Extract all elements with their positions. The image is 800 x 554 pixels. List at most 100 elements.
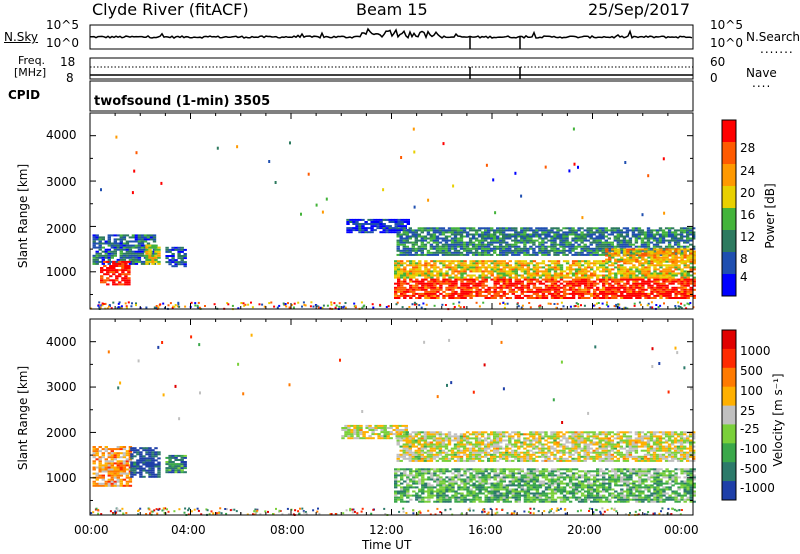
range-cell xyxy=(620,280,624,283)
range-cell xyxy=(137,246,142,249)
range-cell xyxy=(119,466,123,469)
range-cell xyxy=(587,264,591,267)
range-cell xyxy=(620,276,624,279)
range-cell xyxy=(638,264,642,267)
range-cell xyxy=(380,427,384,429)
range-cell xyxy=(535,239,539,242)
range-cell xyxy=(640,249,645,252)
range-cell xyxy=(433,266,437,269)
range-cell xyxy=(647,264,651,267)
range-cell xyxy=(154,475,158,478)
range-cell xyxy=(148,252,152,255)
range-cell xyxy=(424,276,428,279)
range-cell xyxy=(592,431,596,434)
range-cell xyxy=(477,227,482,230)
range-cell xyxy=(673,243,678,246)
range-cell xyxy=(399,243,403,246)
range-cell xyxy=(674,264,678,267)
range-cell xyxy=(499,229,503,232)
range-cell xyxy=(496,449,500,452)
range-cell xyxy=(619,231,623,234)
range-cell xyxy=(353,424,357,427)
range-cell xyxy=(481,294,485,297)
range-cell xyxy=(559,276,564,279)
range-cell xyxy=(424,297,428,299)
range-cell xyxy=(423,245,428,248)
range-cell xyxy=(465,227,470,230)
range-cell xyxy=(553,243,557,246)
range-cell xyxy=(110,254,114,257)
range-cell xyxy=(496,439,500,442)
range-cell xyxy=(520,288,524,291)
range-cell xyxy=(520,306,523,309)
range-cell xyxy=(119,242,123,245)
range-cell xyxy=(685,307,688,310)
range-cell xyxy=(646,237,651,240)
range-cell xyxy=(453,233,458,236)
range-cell xyxy=(511,437,515,440)
range-cell xyxy=(98,462,102,465)
range-cell xyxy=(544,253,548,256)
range-cell xyxy=(484,229,488,232)
range-cell xyxy=(692,233,696,236)
range-cell xyxy=(487,292,491,295)
range-cell xyxy=(659,286,663,289)
range-cell xyxy=(396,433,400,436)
range-cell xyxy=(157,248,161,251)
range-cell xyxy=(692,284,696,287)
range-cell xyxy=(395,437,399,440)
range-cell xyxy=(167,304,170,307)
range-cell xyxy=(611,256,615,259)
range-cell xyxy=(605,290,609,293)
range-cell xyxy=(435,235,440,238)
range-cell xyxy=(459,241,464,244)
range-cell xyxy=(429,447,434,450)
range-cell xyxy=(380,424,384,427)
range-cell xyxy=(412,260,416,263)
range-cell xyxy=(692,258,696,261)
range-cell xyxy=(514,239,518,242)
range-cell xyxy=(493,431,497,434)
range-cell xyxy=(475,268,479,271)
range-cell xyxy=(402,455,406,458)
range-cell xyxy=(520,270,524,273)
range-cell xyxy=(433,268,437,271)
range-cell xyxy=(618,303,621,306)
range-cell xyxy=(605,274,609,277)
range-cell xyxy=(106,267,110,269)
range-cell xyxy=(611,272,615,275)
range-cell xyxy=(665,272,669,275)
range-cell xyxy=(532,243,536,246)
range-cell xyxy=(477,229,482,232)
range-cell xyxy=(480,235,485,238)
range-cell xyxy=(468,247,473,250)
range-cell xyxy=(95,476,99,479)
range-cell xyxy=(596,262,600,265)
range-cell xyxy=(514,233,518,236)
range-cell xyxy=(484,455,488,458)
range-cell xyxy=(353,427,357,429)
range-cell xyxy=(526,270,531,273)
range-cell xyxy=(103,260,107,263)
range-cell xyxy=(472,278,476,281)
range-cell xyxy=(677,266,681,269)
range-cell xyxy=(556,233,560,236)
range-cell xyxy=(465,245,470,248)
range-cell xyxy=(634,235,639,238)
range-cell xyxy=(130,461,134,464)
range-cell xyxy=(122,452,127,455)
range-cell xyxy=(435,245,440,248)
range-cell xyxy=(151,258,155,261)
range-cell xyxy=(155,305,158,307)
range-cell xyxy=(595,302,598,305)
range-cell xyxy=(679,229,684,232)
range-cell xyxy=(406,282,410,285)
range-cell xyxy=(550,282,555,285)
range-cell xyxy=(577,305,580,308)
range-cell xyxy=(610,441,614,444)
range-cell xyxy=(171,471,175,474)
range-cell xyxy=(650,276,654,279)
range-cell xyxy=(453,253,458,256)
range-cell xyxy=(436,276,440,279)
range-cell xyxy=(411,303,414,306)
